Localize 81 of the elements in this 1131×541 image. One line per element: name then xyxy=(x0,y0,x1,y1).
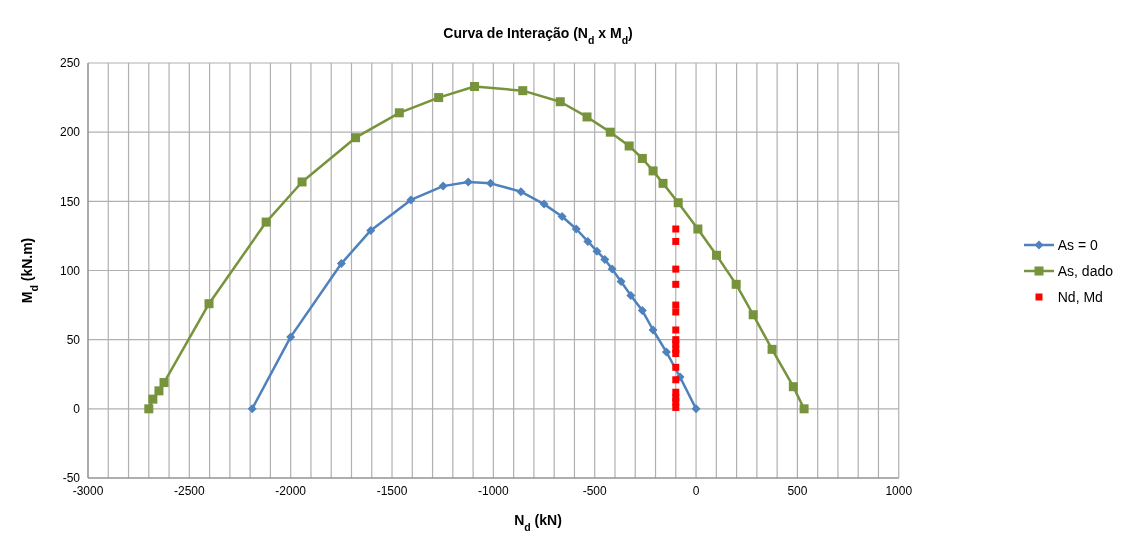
point xyxy=(672,237,680,245)
point xyxy=(799,404,809,414)
point xyxy=(672,326,680,334)
legend-label: As, dado xyxy=(1057,262,1113,279)
point xyxy=(637,306,647,316)
point xyxy=(661,347,671,357)
point xyxy=(463,177,473,187)
point xyxy=(434,93,444,103)
point xyxy=(626,290,636,300)
point xyxy=(672,363,680,371)
point xyxy=(486,178,496,188)
y-tick-label: 200 xyxy=(59,125,81,140)
point xyxy=(351,133,361,143)
point xyxy=(672,376,680,384)
point xyxy=(516,187,526,197)
point xyxy=(672,308,680,316)
point xyxy=(144,404,154,414)
point xyxy=(672,265,680,273)
x-tick-label: -2500 xyxy=(173,483,206,498)
point xyxy=(286,332,296,342)
point xyxy=(204,299,214,309)
x-tick-label: -2000 xyxy=(275,483,307,498)
point xyxy=(261,217,271,227)
point xyxy=(788,382,798,392)
point xyxy=(672,225,680,233)
point xyxy=(672,403,680,411)
point xyxy=(672,280,680,288)
point xyxy=(600,254,610,264)
point xyxy=(648,166,658,176)
x-tick-label: -500 xyxy=(582,483,608,498)
y-tick-label: 250 xyxy=(59,56,81,71)
point xyxy=(648,325,658,335)
y-tick-label: 150 xyxy=(59,194,81,209)
point xyxy=(637,153,647,163)
point xyxy=(438,181,448,191)
point xyxy=(406,195,416,205)
y-tick-label: 100 xyxy=(59,263,81,278)
point xyxy=(366,225,376,235)
point xyxy=(539,199,549,209)
point xyxy=(605,127,615,137)
x-tick-label: -1000 xyxy=(478,483,510,498)
point xyxy=(582,112,592,122)
point xyxy=(658,178,668,188)
point xyxy=(159,378,169,388)
y-tick-label: -50 xyxy=(62,471,81,486)
x-tick-label: 1000 xyxy=(885,483,913,498)
point xyxy=(624,141,634,151)
point xyxy=(336,259,346,269)
point xyxy=(693,224,703,234)
y-tick-label: 50 xyxy=(66,332,81,347)
point xyxy=(767,344,777,354)
point xyxy=(592,246,602,256)
chart-title: Curva de Interação (N$_{d}$ x M$_{d}$) xyxy=(443,25,633,46)
point xyxy=(672,350,680,357)
point xyxy=(583,236,593,246)
point xyxy=(297,177,307,187)
x-tick-label: 500 xyxy=(787,483,808,498)
point xyxy=(748,310,758,320)
point xyxy=(607,264,617,274)
point xyxy=(470,82,480,92)
x-axis-title: N$_{d}$ (kN) xyxy=(514,512,562,533)
x-tick-label: 0 xyxy=(692,483,700,498)
point xyxy=(555,97,565,107)
point xyxy=(247,404,257,414)
point xyxy=(691,404,701,414)
point xyxy=(394,108,404,118)
y-tick-label: 0 xyxy=(73,402,81,417)
point xyxy=(518,86,528,96)
point xyxy=(731,279,741,289)
legend-label: Nd, Md xyxy=(1057,288,1103,305)
point xyxy=(712,250,722,260)
point xyxy=(571,224,581,234)
point xyxy=(557,212,567,222)
point xyxy=(616,277,626,287)
point xyxy=(148,394,158,404)
x-tick-label: -3000 xyxy=(72,483,104,498)
point xyxy=(673,198,683,208)
legend-label: As = 0 xyxy=(1057,236,1098,253)
x-tick-label: -1500 xyxy=(376,483,408,498)
point xyxy=(672,301,680,309)
point xyxy=(154,386,164,396)
